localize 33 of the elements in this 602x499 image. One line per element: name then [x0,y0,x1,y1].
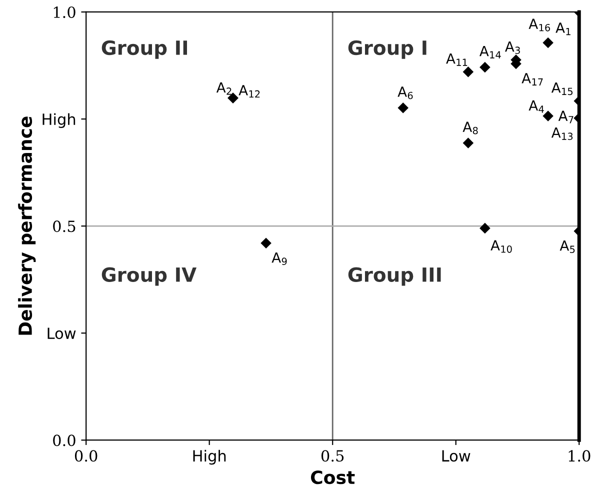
annotation: A$_{11}$ [446,53,468,66]
annotation: A$_{9}$ [272,252,287,266]
annotation: A$_{14}$ [480,46,501,58]
x-tick-label: Low [442,450,470,462]
annotation: Group IV [102,267,197,286]
x-tick-label: 1.0 [568,450,590,462]
annotation: A$_{15}$ [551,82,572,96]
x-tick-label: High [193,450,226,465]
y-tick-label: 1.0 [54,6,76,18]
annotation: A$_{6}$ [398,86,413,100]
annotation: A$_{10}$ [490,240,512,253]
annotation: A$_{13}$ [551,127,573,140]
annotation: A$_{7}$ [558,110,574,124]
annotation: A$_{16}$ [528,18,550,32]
annotation: Group I [348,40,426,59]
x-tick-label: 0.5 [321,450,344,462]
y-tick-label: 0.0 [53,434,76,446]
x-axis-title: Cost [310,470,355,484]
annotation: A$_{5}$ [560,240,575,254]
x-tick-label: 0.0 [74,450,98,462]
annotation: A$_{1}$ [556,22,570,36]
annotation: A$_{4}$ [528,100,544,113]
annotation: Group II [102,40,187,59]
annotation: A$_{17}$ [522,73,543,86]
annotation: A$_{3}$ [505,41,520,54]
annotation: A$_{8}$ [462,122,478,134]
y-axis-title: Delivery performance [18,116,36,335]
y-tick-label: 0.5 [53,220,76,232]
y-tick-label: High [42,113,76,128]
annotation: A$_{2}$ [216,82,232,95]
y-tick-label: Low [48,328,76,340]
annotation: A$_{12}$ [238,85,260,98]
annotation: Group III [348,267,441,286]
